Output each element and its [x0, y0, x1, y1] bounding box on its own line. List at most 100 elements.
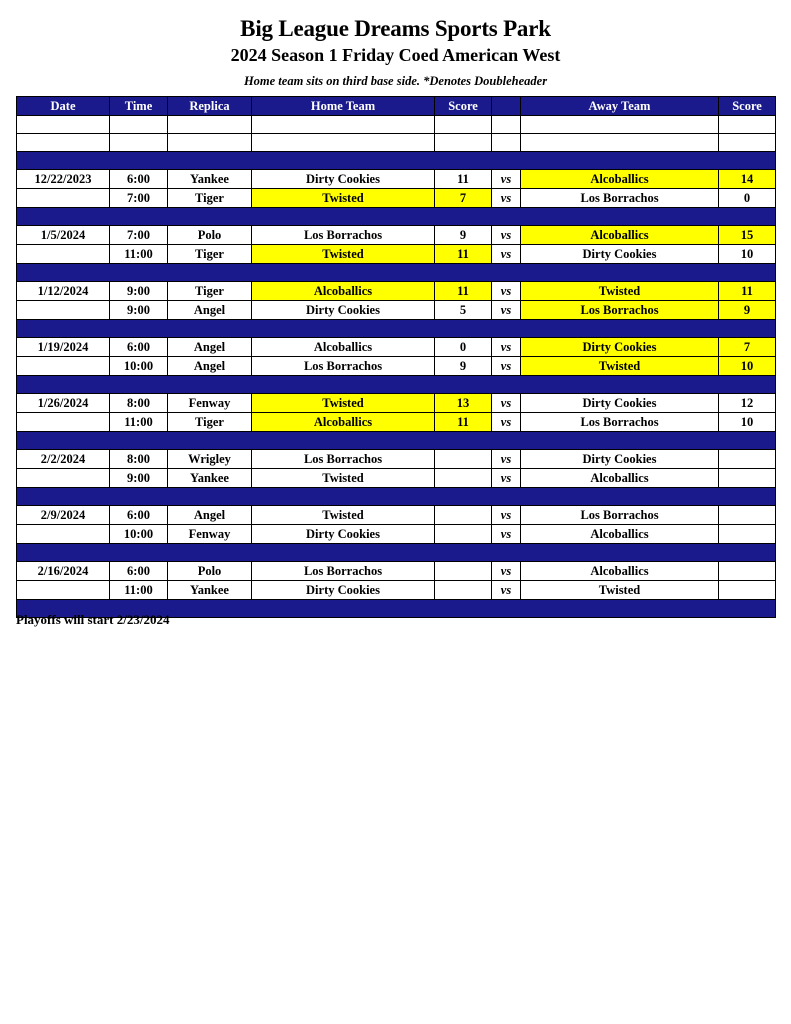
separator-cell: [434, 487, 492, 506]
separator-cell: [434, 543, 492, 562]
separator-cell: [718, 319, 776, 338]
separator-cell: [16, 431, 110, 450]
cell-home-team: Dirty Cookies: [251, 580, 435, 600]
cell-time: 11:00: [109, 244, 168, 264]
cell-time: 10:00: [109, 356, 168, 376]
blank-cell: [718, 133, 776, 152]
cell-away-score: [718, 524, 776, 544]
cell-vs: vs: [491, 524, 521, 544]
cell-away-team: Alcoballics: [520, 524, 719, 544]
separator-cell: [251, 431, 435, 450]
cell-time: 8:00: [109, 393, 168, 413]
cell-home-score: 5: [434, 300, 492, 320]
cell-away-score: [718, 580, 776, 600]
cell-vs: vs: [491, 300, 521, 320]
separator-cell: [251, 207, 435, 226]
separator-cell: [434, 263, 492, 282]
cell-home-team: Twisted: [251, 244, 435, 264]
separator-cell: [251, 599, 435, 618]
separator-cell: [16, 487, 110, 506]
cell-vs: vs: [491, 244, 521, 264]
blank-cell: [434, 133, 492, 152]
cell-away-team: Dirty Cookies: [520, 449, 719, 469]
separator-cell: [718, 151, 776, 170]
separator-cell: [109, 599, 168, 618]
cell-away-score: 9: [718, 300, 776, 320]
separator-cell: [16, 263, 110, 282]
separator-cell: [109, 263, 168, 282]
cell-home-team: Twisted: [251, 393, 435, 413]
cell-vs: vs: [491, 580, 521, 600]
separator-cell: [109, 151, 168, 170]
separator-cell: [491, 431, 521, 450]
cell-home-team: Dirty Cookies: [251, 300, 435, 320]
cell-home-score: [434, 449, 492, 469]
separator-row: [16, 431, 776, 450]
blank-cell: [491, 133, 521, 152]
separator-cell: [167, 263, 252, 282]
separator-cell: [491, 599, 521, 618]
table-row: 10:00 Fenway Dirty Cookies vs Alcoballics: [16, 524, 776, 544]
cell-away-team: Los Borrachos: [520, 412, 719, 432]
blank-cell: [520, 115, 719, 134]
separator-cell: [434, 431, 492, 450]
cell-away-team: Alcoballics: [520, 169, 719, 189]
column-header-home-score: Score: [434, 96, 492, 116]
cell-home-team: Dirty Cookies: [251, 524, 435, 544]
table-header: Date Time Replica Home Team Score Away T…: [16, 96, 776, 116]
blank-cell: [109, 115, 168, 134]
separator-cell: [109, 207, 168, 226]
cell-away-score: 14: [718, 169, 776, 189]
separator-cell: [251, 319, 435, 338]
separator-cell: [167, 487, 252, 506]
separator-cell: [251, 487, 435, 506]
separator-cell: [520, 375, 719, 394]
cell-home-score: 9: [434, 225, 492, 245]
cell-replica: Tiger: [167, 244, 252, 264]
cell-time: 9:00: [109, 300, 168, 320]
cell-time: 11:00: [109, 580, 168, 600]
cell-away-team: Alcoballics: [520, 468, 719, 488]
blank-cell: [434, 115, 492, 134]
cell-time: 7:00: [109, 225, 168, 245]
cell-vs: vs: [491, 412, 521, 432]
cell-replica: Yankee: [167, 169, 252, 189]
blank-cell: [520, 133, 719, 152]
separator-cell: [491, 487, 521, 506]
table-body: 12/22/2023 6:00 Yankee Dirty Cookies 11 vs Alc…: [16, 115, 776, 618]
cell-replica: Wrigley: [167, 449, 252, 469]
page-title: Big League Dreams Sports Park: [240, 16, 551, 41]
blank-cell: [251, 133, 435, 152]
cell-vs: vs: [491, 468, 521, 488]
table-row: 11:00 Yankee Dirty Cookies vs Twisted: [16, 580, 776, 600]
table-row: 11:00 Tiger Alcoballics 11 vs Los Borrachos 10: [16, 412, 776, 432]
column-header-vs: [491, 96, 521, 116]
cell-away-team: Dirty Cookies: [520, 393, 719, 413]
separator-cell: [434, 319, 492, 338]
cell-vs: vs: [491, 169, 521, 189]
cell-replica: Tiger: [167, 412, 252, 432]
separator-cell: [491, 263, 521, 282]
cell-away-score: [718, 449, 776, 469]
cell-away-score: 10: [718, 356, 776, 376]
blank-cell: [109, 133, 168, 152]
separator-row: [16, 599, 776, 618]
cell-away-score: 11: [718, 281, 776, 301]
cell-home-score: 13: [434, 393, 492, 413]
cell-away-score: [718, 468, 776, 488]
separator-cell: [109, 375, 168, 394]
cell-replica: Angel: [167, 505, 252, 525]
cell-date: [16, 412, 110, 432]
cell-replica: Yankee: [167, 468, 252, 488]
separator-cell: [167, 151, 252, 170]
cell-home-team: Twisted: [251, 505, 435, 525]
separator-cell: [434, 151, 492, 170]
separator-cell: [251, 263, 435, 282]
schedule-table: Date Time Replica Home Team Score Away T…: [16, 96, 776, 618]
separator-cell: [167, 319, 252, 338]
separator-cell: [16, 543, 110, 562]
cell-replica: Fenway: [167, 524, 252, 544]
separator-cell: [718, 431, 776, 450]
separator-cell: [167, 599, 252, 618]
cell-replica: Angel: [167, 356, 252, 376]
